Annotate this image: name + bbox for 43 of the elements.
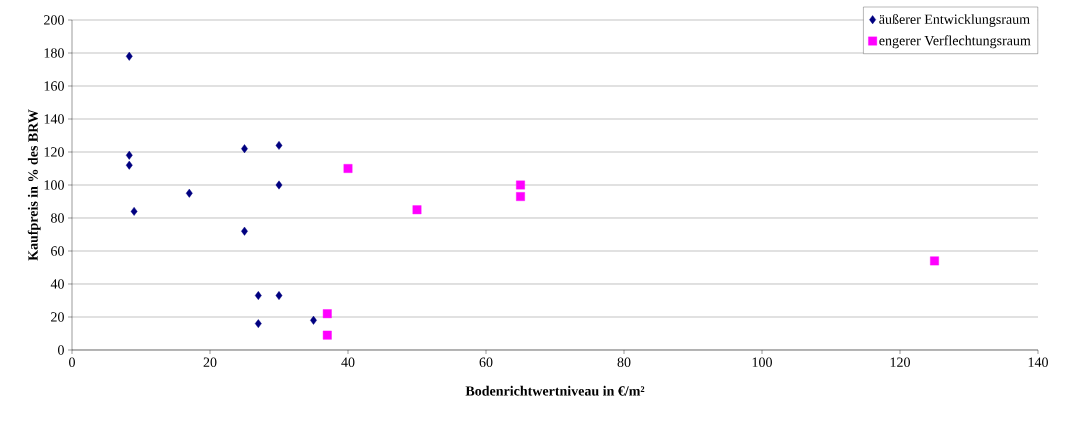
point bbox=[322, 309, 332, 319]
x-axis-title: Bodenrichtwertniveau in €/m² bbox=[465, 385, 645, 396]
x-tick-label: 100 bbox=[752, 357, 772, 367]
x-tick-label: 120 bbox=[890, 357, 910, 367]
point bbox=[516, 180, 525, 190]
point bbox=[254, 291, 262, 300]
x-tick-label: 80 bbox=[617, 357, 631, 367]
y-tick-label: 160 bbox=[44, 81, 64, 91]
point bbox=[412, 205, 422, 215]
y-tick-label: 20 bbox=[51, 312, 64, 322]
x-tick-label: 0 bbox=[69, 357, 75, 367]
y-tick-label: 120 bbox=[44, 147, 64, 157]
x-tick-label: 60 bbox=[479, 357, 493, 367]
point bbox=[185, 188, 193, 198]
point bbox=[516, 192, 525, 201]
y-tick-label: 100 bbox=[44, 180, 64, 190]
point bbox=[275, 180, 283, 190]
point bbox=[254, 319, 262, 328]
x-tick-label: 20 bbox=[203, 357, 217, 367]
point bbox=[930, 256, 939, 266]
x-tick-label: 40 bbox=[341, 357, 355, 367]
y-tick-label: 60 bbox=[51, 246, 64, 256]
point bbox=[130, 207, 138, 216]
point bbox=[275, 291, 283, 300]
point bbox=[310, 315, 317, 325]
y-tick-label: 0 bbox=[58, 345, 64, 355]
point bbox=[125, 51, 133, 61]
legend-label: engerer Verflechtungsraum bbox=[879, 35, 1031, 49]
point bbox=[125, 150, 133, 160]
point bbox=[241, 144, 248, 154]
legend-label: äußerer Entwicklungsraum bbox=[879, 14, 1030, 27]
y-tick-label: 200 bbox=[44, 15, 64, 25]
y-tick-label: 80 bbox=[51, 213, 64, 223]
y-axis-title: Kaufpreis in % des BRW bbox=[27, 109, 41, 261]
y-tick-label: 40 bbox=[50, 279, 64, 289]
y-tick-label: 140 bbox=[44, 114, 64, 124]
point bbox=[275, 141, 283, 150]
y-tick-label: 180 bbox=[44, 48, 64, 58]
point bbox=[241, 226, 248, 236]
point bbox=[125, 160, 133, 170]
x-tick-label: 140 bbox=[1028, 357, 1048, 367]
point bbox=[322, 330, 332, 340]
point bbox=[343, 164, 353, 173]
